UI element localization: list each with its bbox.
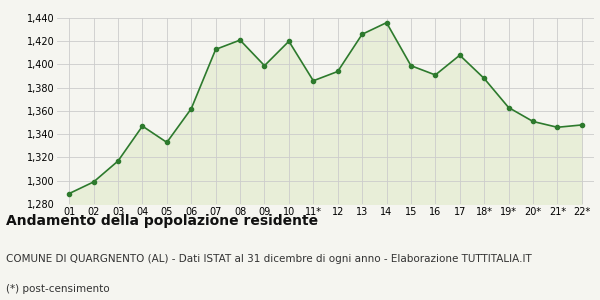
Text: Andamento della popolazione residente: Andamento della popolazione residente: [6, 214, 318, 229]
Text: (*) post-censimento: (*) post-censimento: [6, 284, 110, 293]
Text: COMUNE DI QUARGNENTO (AL) - Dati ISTAT al 31 dicembre di ogni anno - Elaborazion: COMUNE DI QUARGNENTO (AL) - Dati ISTAT a…: [6, 254, 532, 263]
